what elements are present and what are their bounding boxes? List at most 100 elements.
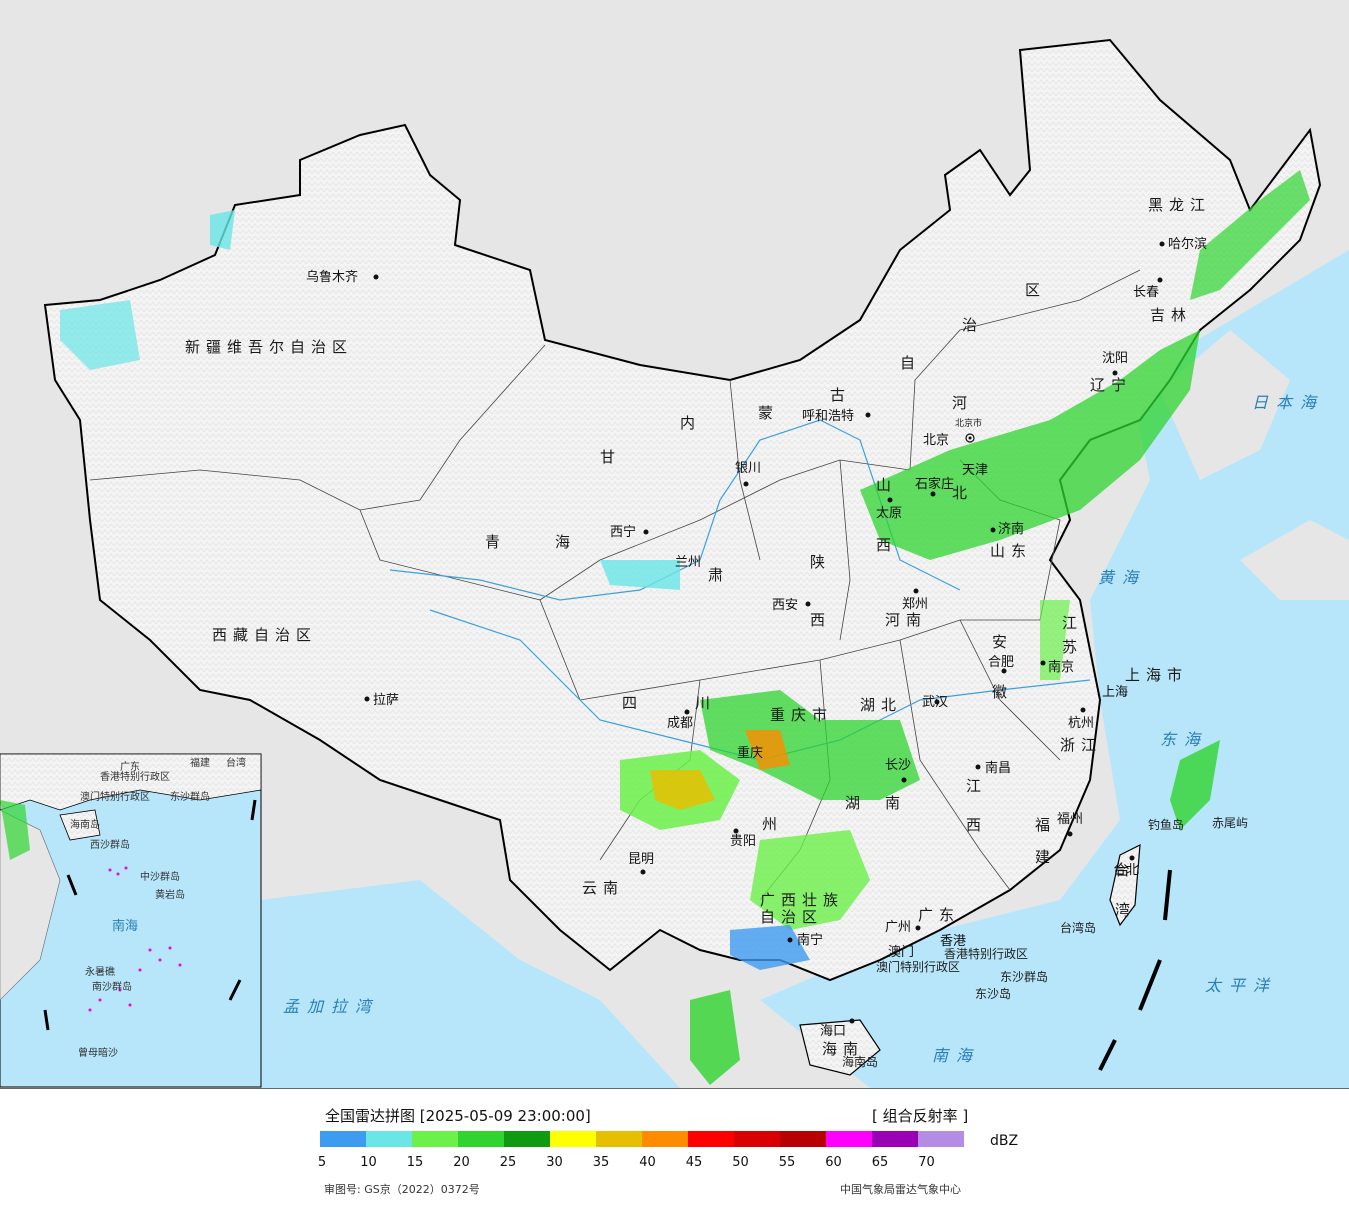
label-gansu-a: 甘 [600,448,621,466]
japan [1240,520,1349,600]
label-gansu-b: 肃 [708,566,729,584]
legend-tick: 65 [871,1155,889,1170]
sea-bengal: 孟加拉湾 [283,997,379,1016]
label-dongsha-island: 东沙岛 [975,986,1011,1001]
label-hk-sar: 香港特别行政区 [944,946,1028,961]
city-dot [643,529,649,535]
city-hohhot: 呼和浩特 [802,409,854,424]
city-dot [1001,668,1007,674]
city-taipei: 台北 [1113,863,1139,878]
city-kunming: 昆明 [628,852,654,867]
city-labels: 乌鲁木齐 拉萨 西宁 兰州 银川 呼和浩特 北京 天津 石家庄 太原 济南 郑州… [306,236,1207,1039]
city-dot [930,491,936,497]
legend-tick: 25 [499,1155,517,1170]
inset-south-china-sea: 广东 福建 台湾 香港特别行政区 澳门特别行政区 东沙群岛 海南岛 西沙群岛 中… [0,753,262,1088]
legend-tick: 40 [639,1155,656,1170]
city-dot [975,764,981,770]
label-nm-f: 区 [1025,281,1046,299]
city-yinchuan: 银川 [735,461,761,476]
label-xinjiang: 新疆维吾尔自治区 [185,338,353,356]
label-heilongjiang: 黑龙江 [1148,196,1211,214]
label-hubei: 湖北 [860,696,902,714]
legend-tick: 15 [406,1155,424,1170]
legend-swatch [734,1131,780,1147]
inset-zengmu: 曾母暗沙 [78,1046,118,1059]
label-taiwan-a: 台 [1115,861,1136,879]
label-shandong: 山东 [990,542,1032,560]
city-chengdu: 成都 [667,716,693,731]
label-nm-a: 内 [680,414,701,432]
label-sichuan-b: 川 [695,694,716,712]
taiwan-island [1109,843,1141,927]
label-shaanxi-a: 陕 [810,553,831,571]
label-taiwan-island: 台湾岛 [1060,920,1096,935]
city-dot [373,274,379,280]
city-hefei: 合肥 [988,655,1014,670]
label-liaoning: 辽宁 [1090,376,1132,394]
city-lanzhou: 兰州 [675,555,701,570]
label-shanghai: 上海市 [1125,666,1188,684]
legend-swatch [780,1131,826,1147]
label-dongsha: 东沙群岛 [1000,969,1048,984]
label-shanxi-b: 西 [876,536,897,554]
label-fujian-a: 福 [1035,816,1056,834]
city-dot [915,925,921,931]
sea-bengal [260,880,680,1088]
city-dot [1157,277,1163,283]
legend-tick: 50 [732,1155,749,1170]
city-xining: 西宁 [610,524,636,540]
maritime-boundary [1098,869,1172,1071]
label-jiangxi-b: 西 [966,816,987,834]
city-dot [990,527,996,533]
legend-swatch [688,1131,734,1147]
city-urumqi: 乌鲁木齐 [306,269,358,285]
legend-tick: 10 [360,1155,377,1170]
city-hangzhou: 杭州 [1068,716,1094,731]
sea-east: 东海 [1160,730,1208,749]
label-nm-e: 治 [962,316,983,334]
inset-xisha: 西沙群岛 [90,838,130,851]
city-tianjin: 天津 [962,463,988,478]
city-nanjing: 南京 [1048,659,1074,675]
city-nanchang: 南昌 [985,760,1011,776]
city-lhasa: 拉萨 [373,693,399,708]
city-beijing: 北京 [923,433,949,448]
legend-tick: 30 [546,1155,563,1170]
capital-dot [968,436,972,440]
city-shijiazhuang: 石家庄 [915,476,954,492]
legend-swatch [596,1131,642,1147]
city-hongkong: 香港 [940,934,966,949]
city-dot [684,709,690,715]
city-dot [1129,855,1135,861]
sea-south: 南海 [932,1046,980,1065]
city-dot [805,601,811,607]
city-dot [865,412,871,418]
label-anhui-a: 安 [992,633,1013,651]
label-zhejiang: 浙江 [1060,736,1102,754]
label-jiangsu-a: 江 [1062,614,1083,632]
inset-guangdong: 广东 [120,760,140,773]
city-dot [901,777,907,783]
label-hebei-b: 北 [952,484,973,502]
label-taiwan-b: 湾 [1115,901,1136,919]
legend-swatch [826,1131,872,1147]
legend-swatch [412,1131,458,1147]
sea-pacific: 太平洋 [1205,976,1277,995]
label-shaanxi-b: 西 [810,611,831,629]
city-changchun: 长春 [1133,285,1159,300]
label-hainan: 海南 [822,1040,864,1058]
city-taiyuan: 太原 [876,506,902,521]
city-nanning: 南宁 [797,932,823,948]
unit-label: dBZ [990,1133,1019,1149]
city-zhengzhou: 郑州 [902,597,928,612]
inset-fujian: 福建 [190,756,210,769]
label-jiangsu-b: 苏 [1062,638,1083,656]
city-changsha: 长沙 [885,758,911,773]
product-name: [ 组合反射率 ] [872,1107,969,1125]
map-canvas: 新疆维吾尔自治区 西藏自治区 青 海 甘 肃 内 蒙 古 自 治 区 黑龙江 吉… [0,0,1349,1088]
label-macau-sar: 澳门特别行政区 [876,959,960,974]
legend-tick: 55 [778,1155,796,1170]
legend-tick: 70 [918,1155,935,1170]
city-xian: 西安 [772,598,798,613]
city-chongqing: 重庆 [737,745,763,761]
